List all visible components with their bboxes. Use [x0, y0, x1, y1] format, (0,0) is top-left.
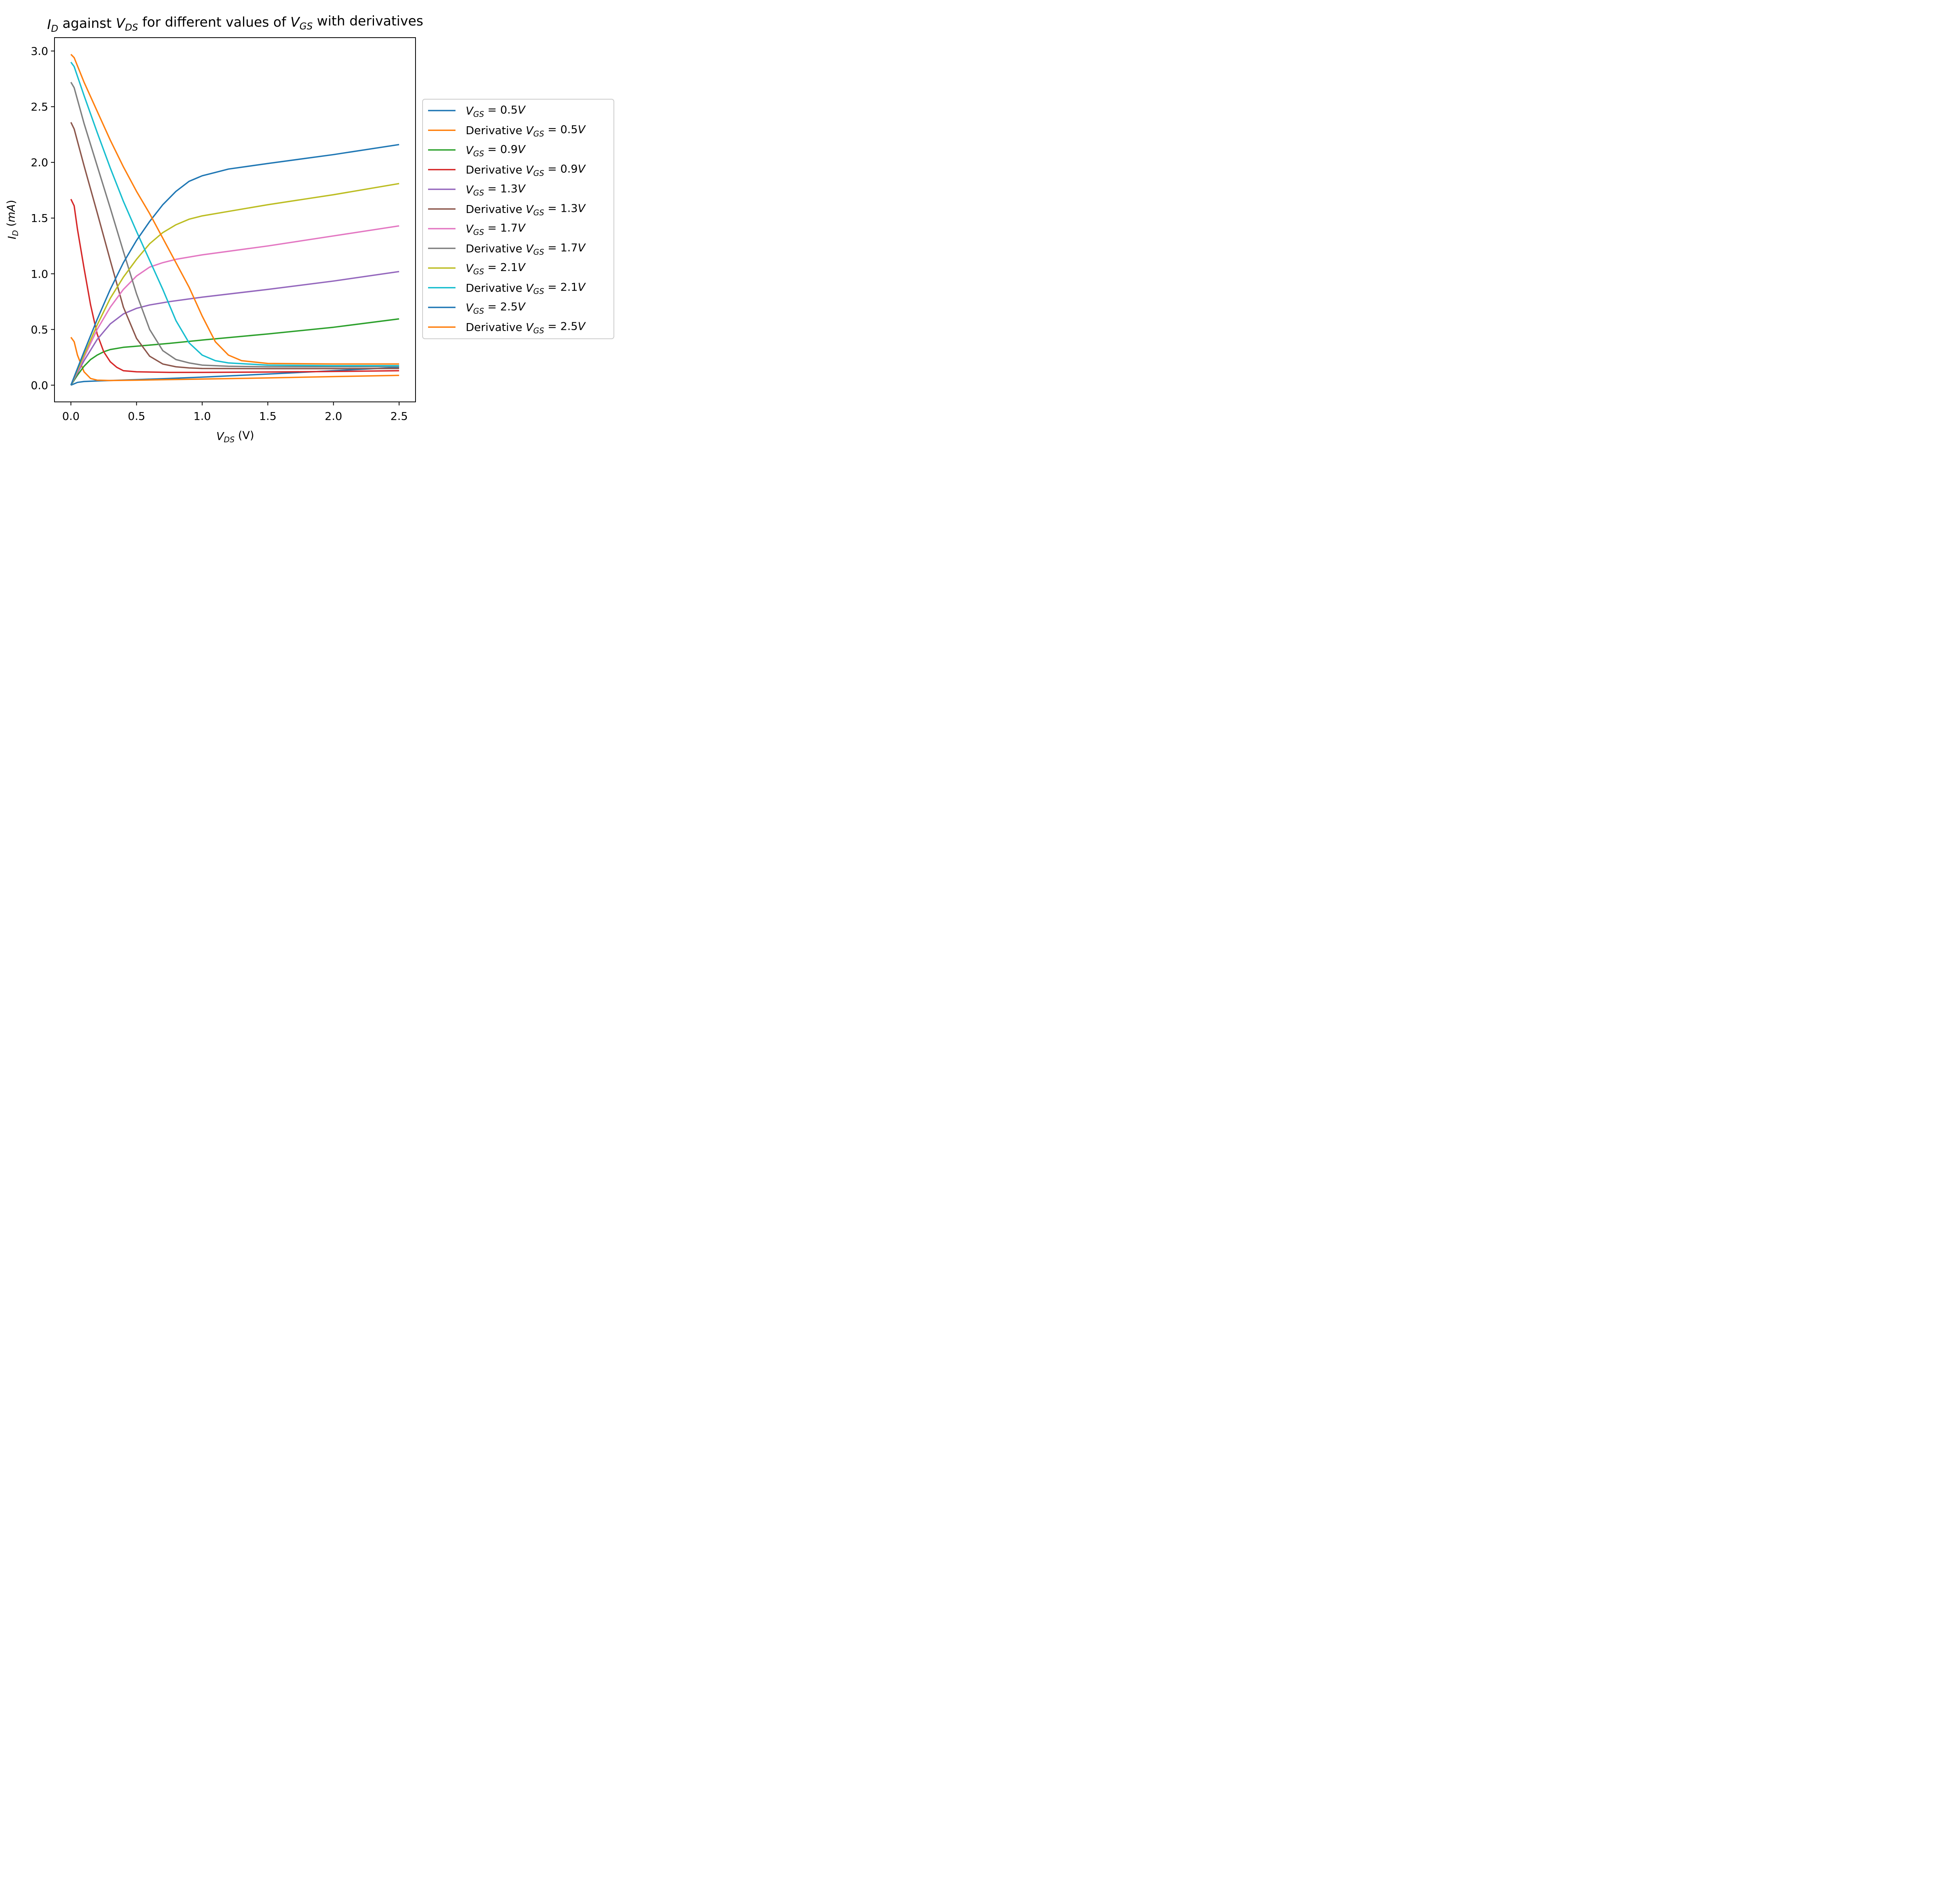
series-lines	[70, 54, 399, 386]
legend-label: VGS​ = 2.5V	[466, 300, 526, 315]
y-axis-label: ID​ (mA)	[4, 200, 20, 240]
legend-entry: Derivative VGS​ = 1.7V	[428, 241, 586, 256]
legend-box	[422, 99, 614, 339]
legend-label: VGS​ = 1.7V	[466, 222, 526, 237]
series-line-5	[70, 271, 399, 386]
x-tick-label: 2.5	[390, 410, 408, 423]
legend-label: VGS​ = 2.1V	[466, 261, 526, 276]
chart-title: ID​ against VDS​ for different values of…	[47, 13, 423, 34]
legend: VGS​ = 0.5V Derivative VGS​ = 0.5V VGS​ = …	[422, 99, 614, 339]
series-line-8	[70, 82, 399, 368]
legend-entry: Derivative VGS​ = 2.5V	[428, 320, 586, 335]
y-tick-label: 0.5	[31, 323, 48, 336]
legend-label: VGS​ = 0.5V	[466, 103, 526, 118]
legend-label: Derivative VGS​ = 0.5V	[466, 123, 586, 138]
legend-entry: Derivative VGS​ = 0.5V	[428, 123, 586, 138]
x-axis: 0.0 0.5 1.0 1.5 2.0 2.5	[62, 402, 408, 423]
y-tick-label: 3.0	[31, 45, 48, 58]
legend-entry: Derivative VGS​ = 1.3V	[428, 202, 586, 217]
x-axis-label: VDS​ (V)	[216, 429, 254, 444]
legend-entry: VGS​ = 1.7V	[428, 222, 526, 237]
legend-entry: VGS​ = 2.5V	[428, 300, 526, 316]
x-tick-label: 2.0	[325, 410, 342, 423]
y-axis: 0.0 0.5 1.0 1.5 2.0 2.5 3.0	[31, 45, 54, 392]
x-tick-label: 0.5	[128, 410, 145, 423]
series-line-6	[70, 122, 399, 370]
series-line-4	[70, 199, 399, 373]
y-tick-label: 1.5	[31, 212, 48, 225]
legend-entry: Derivative VGS​ = 0.9V	[428, 162, 586, 178]
series-line-9	[70, 183, 399, 386]
series-line-3	[70, 318, 399, 386]
legend-label: Derivative VGS​ = 1.7V	[466, 241, 586, 256]
legend-entry: Derivative VGS​ = 2.1V	[428, 280, 586, 296]
legend-entry: VGS​ = 0.5V	[428, 103, 526, 119]
plot-area	[54, 37, 416, 402]
y-tick-label: 2.0	[31, 156, 48, 169]
legend-entry: VGS​ = 2.1V	[428, 261, 526, 276]
legend-label: Derivative VGS​ = 0.9V	[466, 162, 586, 178]
series-line-11	[70, 144, 399, 386]
series-line-12	[70, 54, 399, 365]
legend-label: VGS​ = 1.3V	[466, 182, 526, 197]
y-tick-label: 1.0	[31, 267, 48, 280]
series-line-10	[70, 62, 399, 367]
legend-entry: VGS​ = 0.9V	[428, 143, 526, 158]
y-tick-label: 2.5	[31, 100, 48, 113]
legend-label: VGS​ = 0.9V	[466, 143, 526, 158]
x-tick-label: 1.5	[259, 410, 277, 423]
y-tick-label: 0.0	[31, 379, 48, 392]
legend-label: Derivative VGS​ = 1.3V	[466, 202, 586, 217]
legend-label: Derivative VGS​ = 2.5V	[466, 320, 586, 335]
series-line-7	[70, 225, 399, 386]
plot-frame	[54, 37, 416, 402]
chart-figure: ID​ against VDS​ for different values of…	[0, 0, 615, 461]
series-line-2	[70, 337, 399, 381]
x-tick-label: 1.0	[194, 410, 211, 423]
legend-entry: VGS​ = 1.3V	[428, 182, 526, 198]
legend-label: Derivative VGS​ = 2.1V	[466, 280, 586, 296]
x-tick-label: 0.0	[62, 410, 80, 423]
